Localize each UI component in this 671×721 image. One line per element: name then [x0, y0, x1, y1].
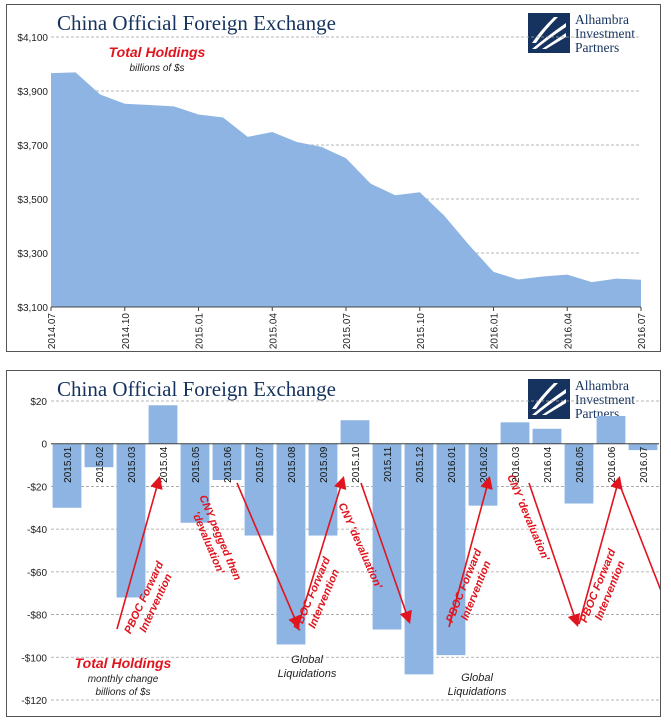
bar-category-label: 2015.02 — [95, 446, 106, 483]
logo-line-2: Investment — [575, 392, 635, 407]
bar — [52, 443, 82, 508]
y-tick-label: -$20 — [27, 482, 47, 493]
bar — [84, 443, 114, 468]
bar-category-label: 2015.06 — [223, 446, 234, 483]
y-tick-label: -$120 — [21, 696, 47, 707]
bar — [596, 415, 626, 444]
bar — [500, 422, 530, 444]
global-liquidations-note: Liquidations — [278, 668, 337, 680]
bar — [404, 443, 434, 675]
bar-category-label: 2015.05 — [191, 446, 202, 483]
bar — [212, 443, 242, 481]
x-tick-label: 2016.04 — [563, 313, 574, 350]
y-tick-label: $3,700 — [17, 141, 48, 152]
annotation-arrow — [116, 475, 163, 630]
bar-category-label: 2016.04 — [543, 446, 554, 483]
alhambra-logo-icon — [528, 379, 570, 419]
bar-category-label: 2015.09 — [319, 446, 330, 483]
annotation-arrow — [578, 475, 623, 625]
bar-category-label: 2015.10 — [351, 446, 362, 483]
chart-title: China Official Foreign Exchange — [57, 377, 336, 401]
legend-subtitle: billions of $s — [129, 63, 184, 74]
alhambra-logo-text: Alhambra Investment Partners — [575, 379, 635, 421]
global-liquidations-note: Global — [461, 672, 493, 684]
annotation-arrow — [297, 475, 347, 627]
bar — [180, 443, 210, 523]
bar — [372, 443, 402, 630]
legend-title: Total Holdings — [109, 44, 206, 60]
x-tick-label: 2015.10 — [416, 313, 427, 350]
bar — [628, 443, 658, 451]
x-tick-label: 2015.04 — [268, 313, 279, 350]
y-tick-label: -$40 — [27, 525, 47, 536]
y-tick-label: -$80 — [27, 611, 47, 622]
bar — [340, 420, 370, 444]
holdings-area-chart: $3,100 $3,300 $3,500 $3,700 $3,900 $4,100 2014… — [17, 33, 648, 350]
legend-subtitle: monthly change — [88, 674, 159, 685]
chart-title: China Official Foreign Exchange — [57, 11, 336, 35]
alhambra-logo-icon — [528, 13, 570, 53]
y-tick-label: $20 — [30, 397, 47, 408]
annotation-arrow — [360, 482, 412, 625]
bar-category-label: 2015.11 — [383, 446, 394, 482]
bar — [148, 405, 178, 444]
annotation-arrow — [236, 482, 301, 629]
y-tick-label: $3,900 — [17, 87, 48, 98]
bar-category-label: 2016.06 — [607, 446, 618, 483]
x-tick-label: 2014.10 — [121, 313, 132, 350]
annotation-arrow — [448, 475, 493, 628]
x-tick-label: 2016.07 — [637, 313, 648, 350]
alhambra-logo-text: Alhambra Investment Partners — [575, 13, 635, 55]
legend-title: Total Holdings — [75, 655, 172, 671]
bar — [116, 443, 146, 598]
alhambra-logo: Alhambra Investment Partners — [528, 379, 650, 425]
bar-category-label: 2015.12 — [415, 446, 426, 483]
y-tick-label: $3,100 — [17, 303, 48, 314]
x-tick-label: 2014.07 — [47, 313, 58, 350]
bar-category-label: 2015.04 — [159, 446, 170, 483]
bar-category-label: 2016.01 — [447, 446, 458, 483]
annotation-arrow — [528, 482, 580, 628]
bar-category-label: 2015.07 — [255, 446, 266, 483]
logo-line-1: Alhambra — [575, 12, 629, 27]
bar-category-label: 2016.05 — [575, 446, 586, 483]
bar — [244, 443, 274, 536]
bar-category-label: 2015.01 — [63, 446, 74, 483]
logo-line-3: Partners — [575, 40, 620, 55]
bar — [564, 443, 594, 504]
holdings-chart-panel: China Official Foreign Exchange Alhambra… — [6, 4, 661, 352]
monthly-change-bar-chart: $20 0 -$20 -$40 -$60 -$80 -$100 -$120 2015.01 201… — [21, 397, 660, 707]
bar-category-label: 2016.07 — [639, 446, 650, 483]
y-tick-label: $4,100 — [17, 33, 48, 44]
logo-line-1: Alhambra — [575, 378, 629, 393]
bar — [308, 443, 338, 536]
y-tick-label: $3,500 — [17, 195, 48, 206]
monthly-change-chart-panel: China Official Foreign Exchange Alhambra… — [6, 370, 661, 717]
annotation-arrow — [618, 482, 660, 591]
global-liquidations-note: Global — [291, 654, 323, 666]
bar — [532, 428, 562, 444]
y-tick-label: $3,300 — [17, 249, 48, 260]
y-tick-label: -$100 — [21, 653, 47, 664]
bar-category-label: 2015.08 — [287, 446, 298, 483]
logo-line-2: Investment — [575, 26, 635, 41]
x-tick-label: 2016.01 — [490, 313, 501, 350]
x-tick-label: 2015.07 — [342, 313, 353, 350]
holdings-area — [51, 72, 641, 308]
y-tick-label: 0 — [41, 440, 47, 451]
bar — [468, 443, 498, 506]
legend-subtitle: billions of $s — [95, 687, 150, 698]
bar-category-label: 2015.03 — [127, 446, 138, 483]
bar-category-label: 2016.02 — [479, 446, 490, 483]
y-tick-label: -$60 — [27, 568, 47, 579]
bar-category-label: 2016.03 — [511, 446, 522, 483]
global-liquidations-note: Liquidations — [448, 686, 507, 698]
x-tick-label: 2015.01 — [195, 313, 206, 350]
alhambra-logo: Alhambra Investment Partners — [528, 13, 650, 59]
